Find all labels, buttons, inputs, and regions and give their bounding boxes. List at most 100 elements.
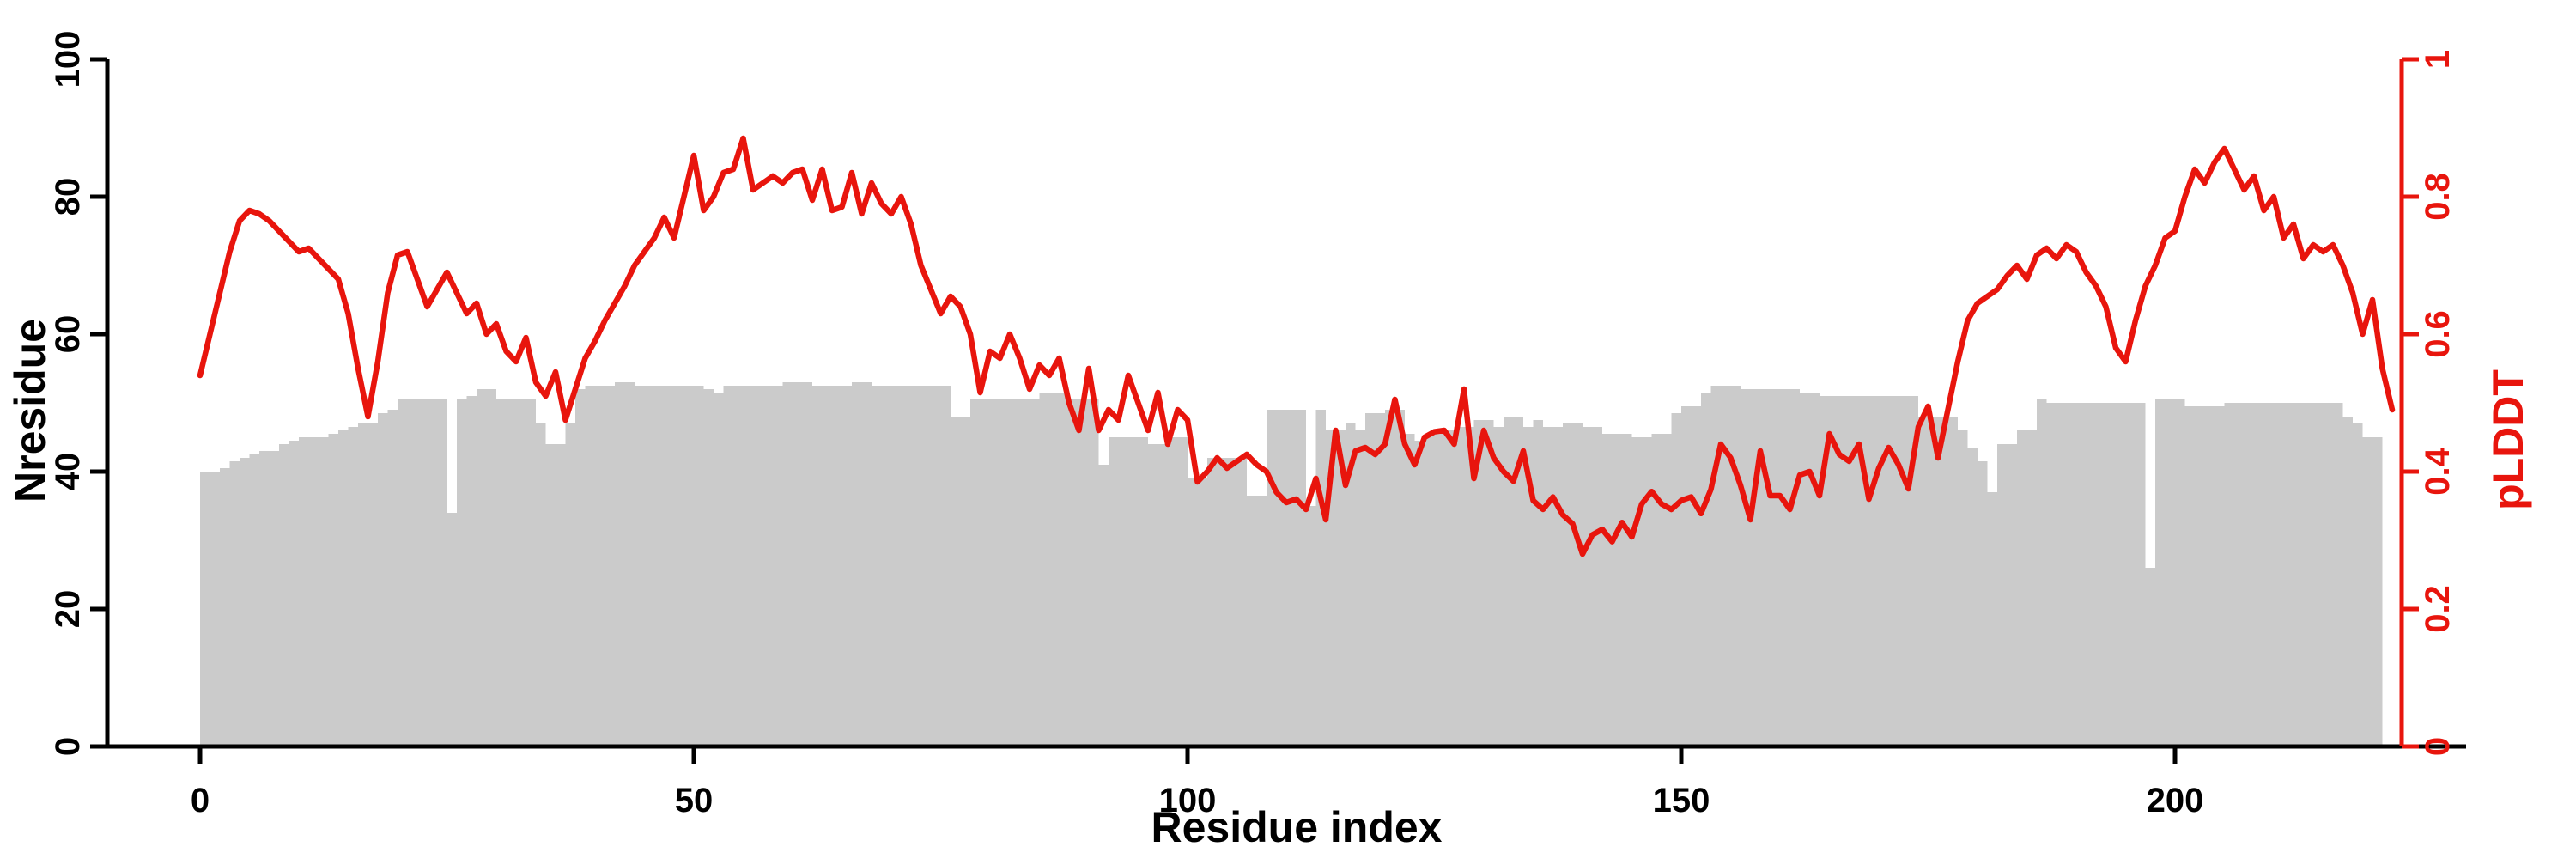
nresidue-bar: [1019, 399, 1030, 746]
nresidue-bar: [1947, 417, 1958, 746]
x-axis: 0 50 100 150 200: [107, 744, 2466, 819]
nresidue-bar: [999, 399, 1010, 746]
nresidue-bar: [2155, 399, 2166, 746]
y-left-tick-label: 80: [49, 178, 87, 216]
nresidue-bar: [1227, 458, 1237, 746]
nresidue-bar: [1267, 410, 1277, 746]
nresidue-bar: [762, 386, 773, 746]
nresidue-bar: [1148, 444, 1158, 746]
nresidue-bar: [368, 423, 378, 746]
nresidue-bar: [1177, 437, 1188, 746]
nresidue-bar: [2136, 403, 2146, 746]
nresidue-bar: [841, 386, 852, 746]
nresidue-bar: [2066, 403, 2076, 746]
nresidue-bar: [1750, 389, 1760, 746]
nresidue-bar: [2293, 403, 2304, 746]
nresidue-bar: [980, 399, 990, 746]
nresidue-bar: [477, 389, 487, 746]
nresidue-bar: [526, 399, 536, 746]
nresidue-bar: [1256, 496, 1267, 746]
nresidue-bar: [1997, 444, 2008, 746]
nresidue-bar: [1276, 410, 1286, 746]
nresidue-bar: [378, 413, 388, 746]
nresidue-bar: [2116, 403, 2126, 746]
y-axis-right: 0 0.2 0.4 0.6 0.8 1: [2399, 50, 2457, 756]
nresidue-bar: [2076, 403, 2087, 746]
y-axis-left-title: Nresidue: [6, 319, 54, 503]
nresidue-bar: [240, 458, 250, 746]
nresidue-bar: [1434, 434, 1444, 746]
nresidue-bar: [1967, 448, 1978, 746]
nresidue-bar: [556, 444, 566, 746]
nresidue-bar: [1888, 396, 1899, 746]
nresidue-bar: [911, 386, 921, 746]
nresidue-bar: [605, 386, 615, 746]
nresidue-bar: [940, 386, 951, 746]
x-axis-title: Residue index: [1151, 803, 1443, 851]
nresidue-bar: [1217, 458, 1227, 746]
nresidue-bar: [466, 396, 477, 746]
nresidue-bar: [822, 386, 832, 746]
x-tick-label: 150: [1653, 782, 1710, 819]
nresidue-bar: [2342, 417, 2353, 746]
nresidue-bar: [733, 386, 744, 746]
nresidue-bar: [1425, 434, 1435, 746]
nresidue-bar: [2026, 430, 2037, 746]
nresidue-bar: [852, 382, 862, 746]
nresidue-bar: [694, 386, 704, 746]
nresidue-bar: [1464, 427, 1474, 746]
nresidue-bar: [1879, 396, 1889, 746]
nresidue-bar: [2244, 403, 2254, 746]
nresidue-bar: [1563, 423, 1573, 746]
nresidue-bar: [1809, 393, 1820, 746]
nresidue-bar: [1928, 417, 1938, 746]
nresidue-bar: [585, 386, 595, 746]
nresidue-bar: [674, 386, 684, 746]
nresidue-bar: [1315, 410, 1326, 746]
nresidue-bar: [1899, 396, 1909, 746]
nresidue-bar: [931, 386, 941, 746]
nresidue-bar: [1800, 393, 1810, 746]
nresidue-bar: [793, 382, 803, 746]
nresidue-bar: [615, 382, 625, 746]
nresidue-bar: [328, 434, 338, 746]
nresidue-bar: [2195, 406, 2205, 746]
x-tick-label: 100: [1159, 782, 1217, 819]
nresidue-bar: [1741, 389, 1751, 746]
nresidue-bar: [1987, 492, 1997, 746]
nresidue-bar: [1405, 434, 1415, 746]
nresidue-bar: [773, 386, 783, 746]
nresidue-bar: [714, 393, 724, 746]
nresidue-bar: [1296, 410, 1306, 746]
y-right-tick-label: 0.4: [2419, 447, 2457, 495]
nresidue-bar: [1306, 506, 1316, 746]
nresidue-bar: [279, 444, 289, 746]
nresidue-bar: [920, 386, 931, 746]
nresidue-bar: [536, 423, 546, 746]
nresidue-bar: [2017, 430, 2027, 746]
nresidue-bar: [516, 399, 526, 746]
nresidue-bar: [259, 451, 270, 746]
nresidue-bar: [1978, 461, 1988, 746]
nresidue-bar: [960, 417, 970, 746]
nresidue-bar: [1473, 420, 1484, 746]
nresidue-bar: [1681, 406, 1692, 746]
nresidue-bar: [506, 399, 516, 746]
nresidue-bar: [2037, 399, 2047, 746]
y-left-tick-label: 20: [49, 590, 87, 629]
nresidue-bar: [951, 417, 961, 746]
nresidue-bar: [2362, 437, 2372, 746]
nresidue-bar: [1188, 478, 1198, 746]
nresidue-bar: [200, 472, 210, 746]
nresidue-bar: [2283, 403, 2293, 746]
nresidue-bar: [1138, 437, 1148, 746]
nresidue-bar: [1780, 389, 1790, 746]
nresidue-bar: [1059, 393, 1069, 746]
nresidue-bar: [1622, 434, 1632, 746]
y-right-tick-label: 1: [2419, 50, 2457, 69]
nresidue-bar: [299, 437, 309, 746]
nresidue-bar: [624, 382, 635, 746]
nresidue-bar: [1069, 399, 1079, 746]
